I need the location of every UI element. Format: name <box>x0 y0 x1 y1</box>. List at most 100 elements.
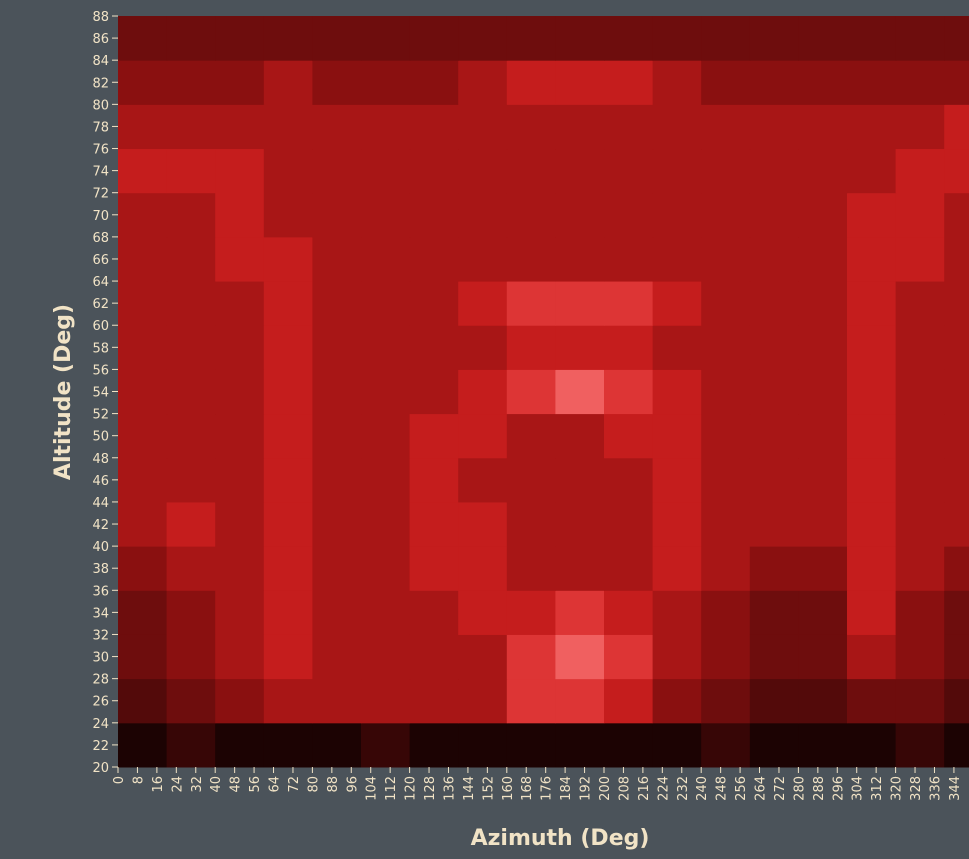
x-tick-label: 144 <box>462 776 477 801</box>
heatmap-cell <box>653 149 702 194</box>
heatmap-cell <box>555 60 604 105</box>
heatmap-cell <box>167 193 216 238</box>
x-tick-label: 56 <box>248 776 263 793</box>
y-tick-label: 40 <box>92 540 109 555</box>
y-tick-label: 62 <box>92 297 109 312</box>
heatmap-cell <box>604 369 653 414</box>
heatmap-cell <box>944 325 969 370</box>
heatmap-cell <box>847 502 896 547</box>
heatmap-cell <box>118 546 167 591</box>
heatmap-cell <box>701 149 750 194</box>
heatmap-cell <box>847 237 896 282</box>
x-tick-label: 32 <box>190 776 205 793</box>
x-tick-label: 40 <box>209 776 224 793</box>
heatmap-cell <box>944 16 969 61</box>
heatmap-cell <box>944 502 969 547</box>
x-tick-label: 288 <box>812 776 827 801</box>
x-tick-label: 336 <box>928 776 943 801</box>
heatmap-cell <box>118 325 167 370</box>
heatmap-cell <box>264 414 313 459</box>
heatmap-cell <box>653 237 702 282</box>
heatmap-cell <box>653 104 702 149</box>
heatmap-cell <box>264 546 313 591</box>
y-tick-label: 50 <box>92 430 109 445</box>
heatmap-cell <box>215 325 264 370</box>
heatmap-cell <box>264 16 313 61</box>
heatmap-cell <box>410 281 459 326</box>
heatmap-cell <box>312 723 361 768</box>
heatmap-cell <box>896 149 945 194</box>
heatmap-cell <box>944 590 969 635</box>
heatmap-cell <box>653 458 702 503</box>
x-tick-label: 24 <box>170 776 185 793</box>
heatmap-cell <box>653 414 702 459</box>
heatmap-cell <box>215 237 264 282</box>
x-tick-label: 224 <box>656 776 671 801</box>
x-tick-label: 72 <box>287 776 302 793</box>
heatmap-cell <box>944 281 969 326</box>
heatmap-cell <box>167 502 216 547</box>
heatmap-cell <box>361 325 410 370</box>
heatmap-cell <box>410 369 459 414</box>
heatmap-cell <box>798 325 847 370</box>
heatmap-cell <box>458 590 507 635</box>
y-tick-label: 52 <box>92 408 109 423</box>
heatmap-cell <box>847 281 896 326</box>
x-tick-label: 248 <box>715 776 730 801</box>
heatmap-cell <box>215 369 264 414</box>
heatmap-cell <box>507 414 556 459</box>
heatmap-cell <box>361 414 410 459</box>
heatmap-cell <box>653 60 702 105</box>
heatmap-cell <box>847 546 896 591</box>
heatmap-cell <box>507 679 556 724</box>
y-tick-label: 88 <box>92 10 109 25</box>
heatmap-cell <box>847 590 896 635</box>
heatmap-cell <box>167 104 216 149</box>
heatmap-cell <box>167 723 216 768</box>
heatmap-cell <box>896 634 945 679</box>
heatmap-cell <box>701 60 750 105</box>
heatmap-cell <box>555 149 604 194</box>
heatmap-cell <box>847 723 896 768</box>
heatmap-cell <box>410 193 459 238</box>
heatmap-cell <box>118 723 167 768</box>
heatmap-cell <box>847 414 896 459</box>
heatmap-cell <box>118 679 167 724</box>
heatmap-cell <box>167 546 216 591</box>
heatmap-cell <box>410 546 459 591</box>
heatmap-cell <box>312 193 361 238</box>
heatmap-cell <box>507 193 556 238</box>
heatmap-cell <box>701 546 750 591</box>
x-tick-label: 256 <box>734 776 749 801</box>
heatmap-cell <box>312 502 361 547</box>
heatmap-cell <box>896 281 945 326</box>
heatmap-cell <box>750 104 799 149</box>
y-tick-label: 64 <box>92 275 109 290</box>
heatmap-cell <box>701 369 750 414</box>
x-tick-label: 8 <box>131 776 146 784</box>
heatmap-cell <box>167 237 216 282</box>
heatmap-cell <box>410 502 459 547</box>
heatmap-cell <box>458 325 507 370</box>
heatmap-cell <box>264 149 313 194</box>
heatmap-cell <box>653 546 702 591</box>
heatmap-cell <box>167 60 216 105</box>
heatmap-cell <box>458 16 507 61</box>
y-tick-label: 82 <box>92 76 109 91</box>
heatmap-cell <box>604 634 653 679</box>
heatmap-cell <box>312 546 361 591</box>
heatmap-cell <box>410 325 459 370</box>
heatmap-cell <box>361 60 410 105</box>
heatmap-cell <box>653 679 702 724</box>
heatmap-cell <box>555 723 604 768</box>
heatmap-cell <box>507 325 556 370</box>
heatmap-cell <box>361 502 410 547</box>
heatmap-cell <box>264 237 313 282</box>
heatmap-cell <box>167 634 216 679</box>
x-tick-label: 48 <box>229 776 244 793</box>
heatmap-cell <box>896 369 945 414</box>
heatmap-cell <box>847 634 896 679</box>
heatmap-cell <box>167 149 216 194</box>
x-tick-label: 80 <box>306 776 321 793</box>
y-tick-label: 80 <box>92 98 109 113</box>
